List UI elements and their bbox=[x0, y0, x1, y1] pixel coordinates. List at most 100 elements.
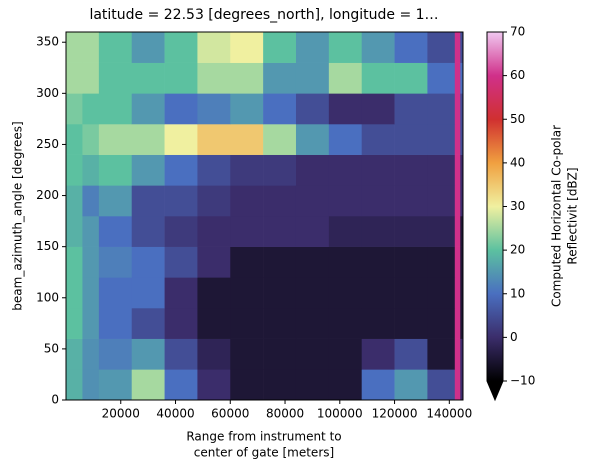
heatmap-cell bbox=[328, 185, 362, 217]
heatmap-cell bbox=[131, 308, 165, 339]
x-tick-label: 100000 bbox=[317, 407, 363, 421]
heatmap-cell bbox=[394, 154, 428, 186]
heatmap-cell bbox=[66, 338, 83, 370]
heatmap-cell bbox=[460, 308, 464, 339]
heatmap-cell bbox=[98, 246, 133, 278]
y-tick-label: 50 bbox=[44, 341, 59, 355]
heatmap-cell bbox=[460, 62, 464, 94]
heatmap-cell bbox=[98, 369, 133, 401]
heatmap-cell bbox=[454, 185, 461, 217]
heatmap-cell bbox=[82, 338, 100, 370]
heatmap-cell bbox=[460, 154, 464, 186]
heatmap-cell bbox=[230, 62, 264, 94]
y-tick-label: 100 bbox=[36, 290, 59, 304]
heatmap-cell bbox=[361, 93, 395, 125]
heatmap-cell bbox=[131, 338, 165, 370]
heatmap-cell bbox=[394, 369, 428, 401]
heatmap-cell bbox=[454, 93, 461, 125]
heatmap-cell bbox=[454, 369, 461, 401]
heatmap-cell bbox=[66, 32, 83, 63]
heatmap-cell bbox=[427, 62, 456, 94]
heatmap-cell bbox=[131, 62, 165, 94]
heatmap-cell bbox=[328, 124, 362, 155]
x-tick-label: 60000 bbox=[211, 407, 249, 421]
heatmap-cell bbox=[164, 277, 198, 309]
x-tick-label: 140000 bbox=[426, 407, 472, 421]
heatmap-cell bbox=[230, 185, 264, 217]
heatmap-cell bbox=[66, 154, 83, 186]
x-axis-label: Range from instrument to bbox=[186, 430, 341, 444]
heatmap-cell bbox=[131, 32, 165, 63]
heatmap-cell bbox=[295, 185, 330, 217]
heatmap-cell bbox=[164, 93, 198, 125]
heatmap-cell bbox=[197, 308, 231, 339]
heatmap-cell bbox=[164, 62, 198, 94]
heatmap-cell bbox=[454, 32, 461, 63]
heatmap-cell bbox=[230, 93, 264, 125]
heatmap-cell bbox=[295, 62, 330, 94]
x-tick-label: 40000 bbox=[156, 407, 194, 421]
heatmap-cell bbox=[460, 216, 464, 247]
heatmap-cell bbox=[98, 93, 133, 125]
heatmap-cell bbox=[230, 369, 264, 401]
heatmap-cell bbox=[427, 32, 456, 63]
heatmap-cell bbox=[427, 185, 456, 217]
heatmap-cell bbox=[263, 216, 297, 247]
heatmap-cell bbox=[427, 216, 456, 247]
heatmap-cell bbox=[361, 154, 395, 186]
heatmap-cell bbox=[66, 277, 83, 309]
heatmap-cell bbox=[394, 308, 428, 339]
heatmap-cell bbox=[328, 308, 362, 339]
colorbar-extend bbox=[487, 381, 503, 400]
heatmap-cell bbox=[263, 124, 297, 155]
heatmap-cell bbox=[361, 32, 395, 63]
heatmap-cell bbox=[295, 93, 330, 125]
heatmap-cell bbox=[131, 154, 165, 186]
heatmap-cell bbox=[263, 246, 297, 278]
heatmap-cell bbox=[164, 216, 198, 247]
heatmap-cell bbox=[361, 246, 395, 278]
heatmap-cell bbox=[131, 277, 165, 309]
heatmap-cell bbox=[427, 277, 456, 309]
colorbar-tick-label: 20 bbox=[510, 243, 525, 257]
heatmap-cell bbox=[197, 338, 231, 370]
heatmap-cell bbox=[66, 185, 83, 217]
heatmap-cell bbox=[394, 277, 428, 309]
heatmap-cell bbox=[230, 216, 264, 247]
heatmap-cell bbox=[164, 338, 198, 370]
heatmap-cell bbox=[66, 216, 83, 247]
heatmap-cell bbox=[164, 246, 198, 278]
plot-frame bbox=[65, 31, 464, 401]
colorbar-tick-label: 70 bbox=[510, 25, 525, 39]
heatmap-cell bbox=[427, 246, 456, 278]
heatmap-cell bbox=[394, 216, 428, 247]
heatmap-cell bbox=[454, 338, 461, 370]
x-axis-label: center of gate [meters] bbox=[194, 446, 334, 460]
heatmap-cell bbox=[98, 124, 133, 155]
heatmap-cell bbox=[98, 338, 133, 370]
heatmap-cell bbox=[295, 154, 330, 186]
heatmap-cell bbox=[460, 185, 464, 217]
colorbar-tick-label: 10 bbox=[510, 286, 525, 300]
heatmap-cell bbox=[82, 246, 100, 278]
heatmap-cell bbox=[427, 369, 456, 401]
heatmap-cell bbox=[361, 216, 395, 247]
heatmap-cell bbox=[82, 154, 100, 186]
heatmap-cell bbox=[131, 369, 165, 401]
heatmap-cell bbox=[197, 124, 231, 155]
heatmap-cell bbox=[66, 124, 83, 155]
heatmap-cell bbox=[460, 32, 464, 63]
heatmap-cell bbox=[454, 124, 461, 155]
heatmap-cell bbox=[131, 93, 165, 125]
heatmap-cell bbox=[164, 154, 198, 186]
heatmap-cell bbox=[263, 277, 297, 309]
heatmap-cell bbox=[328, 338, 362, 370]
heatmap-cell bbox=[427, 154, 456, 186]
heatmap-cell bbox=[295, 124, 330, 155]
heatmap-cell bbox=[394, 93, 428, 125]
heatmap-cell bbox=[230, 124, 264, 155]
heatmap-cell bbox=[230, 338, 264, 370]
heatmap-cell bbox=[98, 154, 133, 186]
heatmap-cell bbox=[82, 369, 100, 401]
heatmap-cell bbox=[454, 277, 461, 309]
